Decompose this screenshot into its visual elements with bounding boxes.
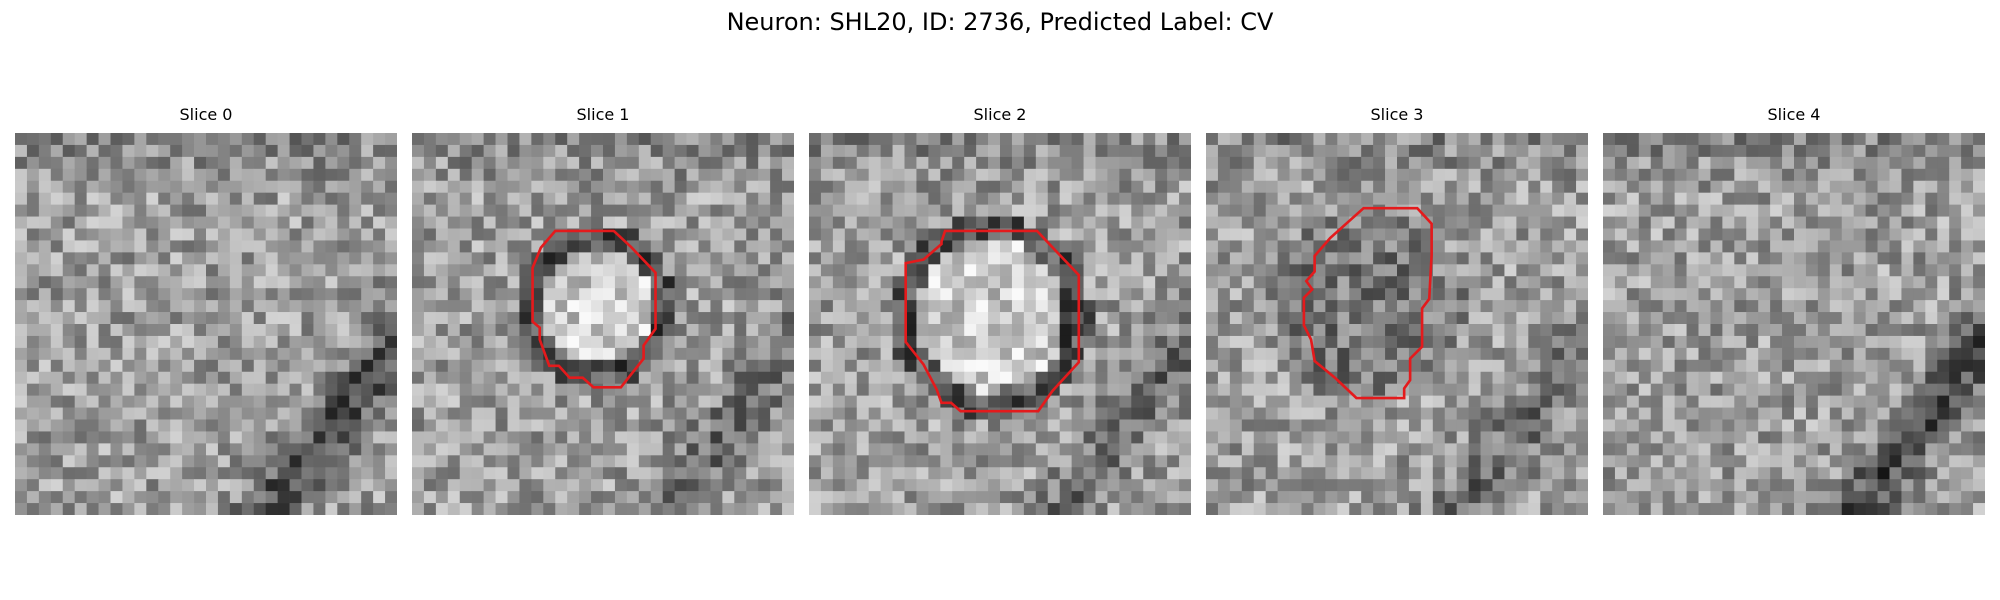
cell-contour (531, 229, 657, 389)
slice-image (15, 133, 397, 515)
slice-image (1603, 133, 1985, 515)
slice-image (809, 133, 1191, 515)
cell-contour (904, 229, 1081, 413)
slice-image (412, 133, 794, 515)
slice-image (1206, 133, 1588, 515)
panel-title: Slice 2 (973, 105, 1027, 124)
cell-contour (1302, 206, 1433, 400)
panel-title: Slice 3 (1370, 105, 1424, 124)
figure-title: Neuron: SHL20, ID: 2736, Predicted Label… (726, 8, 1274, 36)
panel-title: Slice 0 (179, 105, 233, 124)
panel-title: Slice 4 (1767, 105, 1821, 124)
panel-title: Slice 1 (576, 105, 630, 124)
